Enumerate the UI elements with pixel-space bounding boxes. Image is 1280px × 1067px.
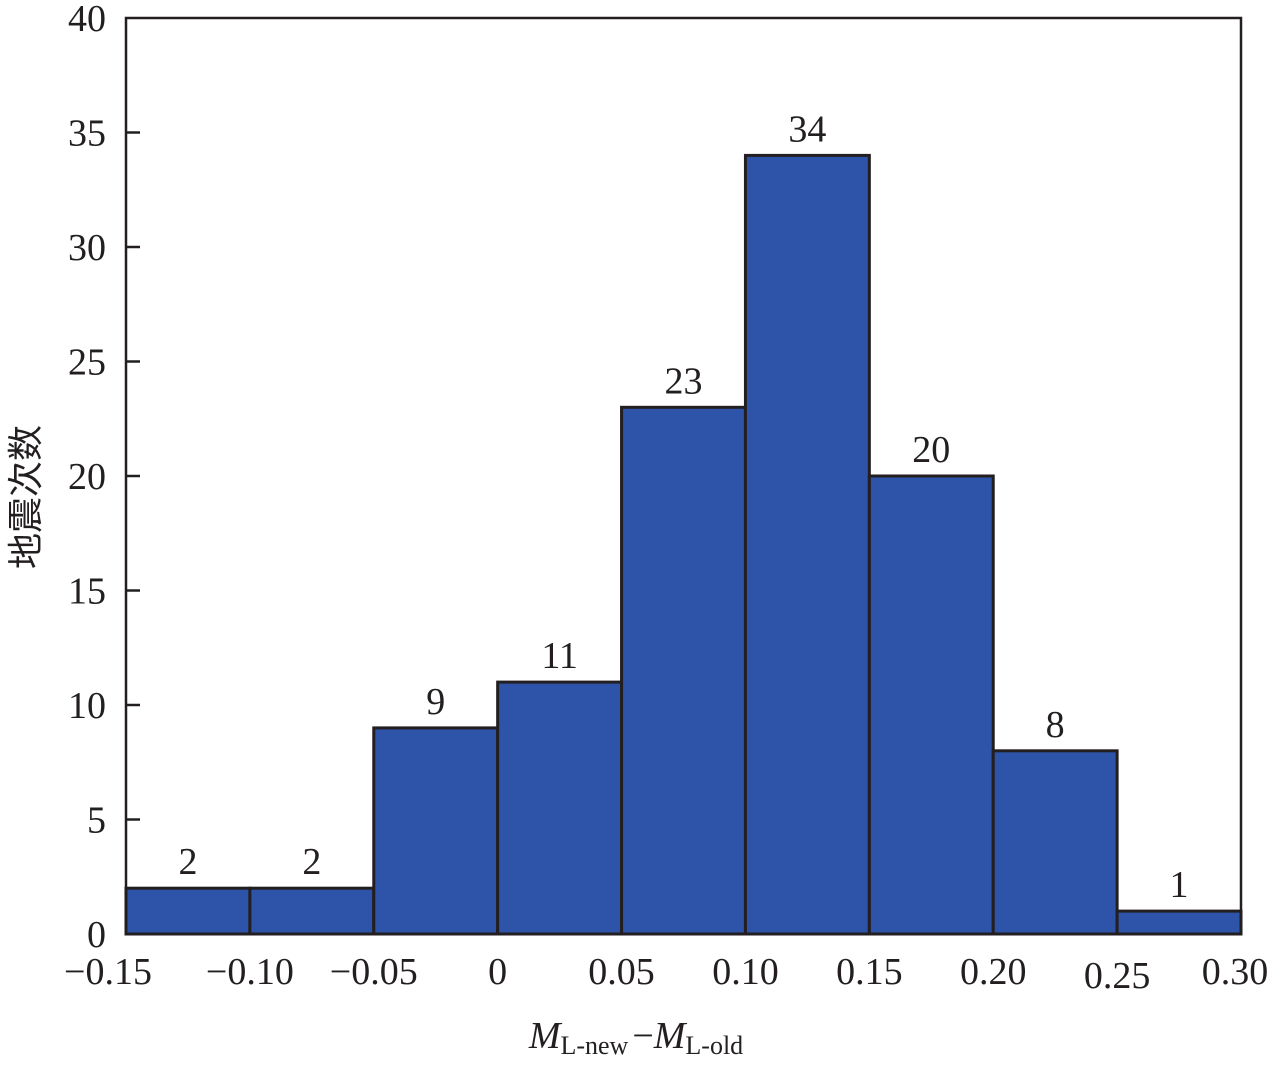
x-tick-label: 0.20 — [960, 951, 1027, 993]
x-label-m1: M — [528, 1015, 563, 1057]
histogram-bar — [867, 474, 995, 936]
data-label: 2 — [302, 841, 321, 883]
histogram-bar — [1115, 909, 1243, 936]
histogram-bar — [991, 749, 1119, 936]
data-label: 11 — [541, 635, 578, 677]
x-tick-label: −0.10 — [206, 951, 294, 993]
y-tick-label: 30 — [68, 227, 106, 269]
y-tick-label: 5 — [87, 800, 106, 842]
y-tick-label: 20 — [68, 456, 106, 498]
y-tick-label: 35 — [68, 113, 106, 155]
data-label: 2 — [178, 841, 197, 883]
histogram-bar — [620, 405, 747, 936]
x-axis-label: ML-new −ML-old — [528, 1015, 743, 1060]
x-tick-label: 0.30 — [1202, 951, 1269, 993]
y-tick-label: 40 — [68, 0, 106, 40]
x-label-m2: M — [653, 1015, 688, 1057]
x-tick-label: −0.15 — [64, 951, 152, 993]
x-tick-label: 0 — [488, 951, 507, 993]
x-tick-label: 0.25 — [1084, 955, 1151, 997]
histogram-bar — [124, 886, 252, 936]
data-label: 34 — [788, 108, 826, 150]
x-label-sub2: L-old — [685, 1031, 743, 1060]
y-tick-label: 0 — [87, 914, 106, 956]
data-label: 23 — [665, 360, 703, 402]
data-label: 9 — [426, 681, 445, 723]
histogram-bar — [743, 153, 871, 936]
y-tick-label: 15 — [68, 571, 106, 613]
x-tick-label: 0.15 — [836, 951, 903, 993]
data-label: 20 — [912, 429, 950, 471]
x-tick-label: 0.05 — [588, 951, 655, 993]
y-tick-label: 10 — [68, 685, 106, 727]
x-tick-label: 0.10 — [712, 951, 779, 993]
y-tick-label: 25 — [68, 342, 106, 384]
histogram-bar — [248, 886, 376, 936]
x-label-minus: − — [632, 1015, 653, 1057]
data-label: 8 — [1046, 704, 1065, 746]
data-label: 1 — [1170, 864, 1189, 906]
x-label-sub1: L-new — [560, 1031, 628, 1060]
x-tick-label: −0.05 — [330, 951, 418, 993]
y-axis-label: 地震次数 — [6, 425, 46, 569]
histogram-bar — [496, 680, 624, 936]
histogram-bar — [372, 726, 500, 936]
